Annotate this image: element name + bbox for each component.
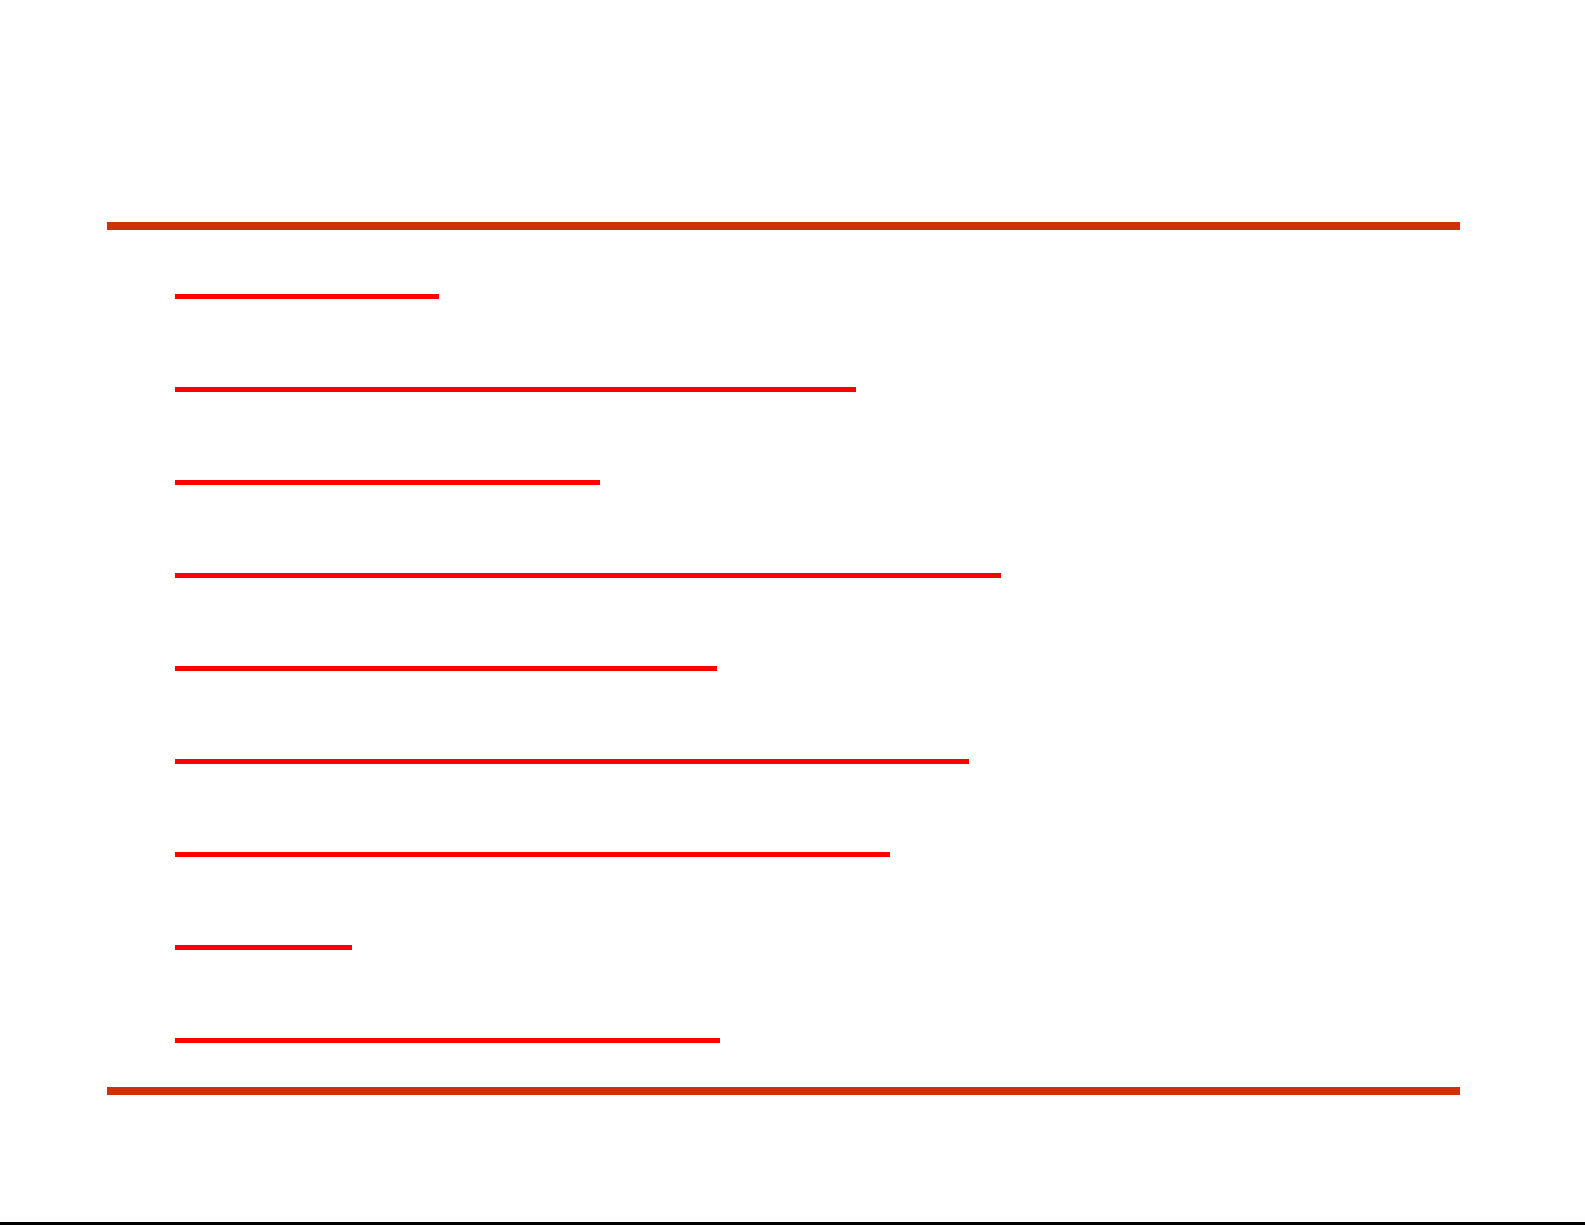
window-bottom-border (0, 1222, 1585, 1225)
link-4[interactable] (175, 573, 1001, 578)
link-7[interactable] (175, 852, 890, 857)
link-6[interactable] (175, 759, 969, 764)
top-divider (107, 222, 1460, 230)
link-2[interactable] (175, 387, 856, 392)
bottom-divider (107, 1087, 1460, 1095)
link-8[interactable] (175, 945, 352, 950)
link-3[interactable] (175, 480, 600, 485)
link-5[interactable] (175, 666, 717, 671)
link-9[interactable] (175, 1038, 720, 1043)
link-1[interactable] (175, 294, 439, 299)
